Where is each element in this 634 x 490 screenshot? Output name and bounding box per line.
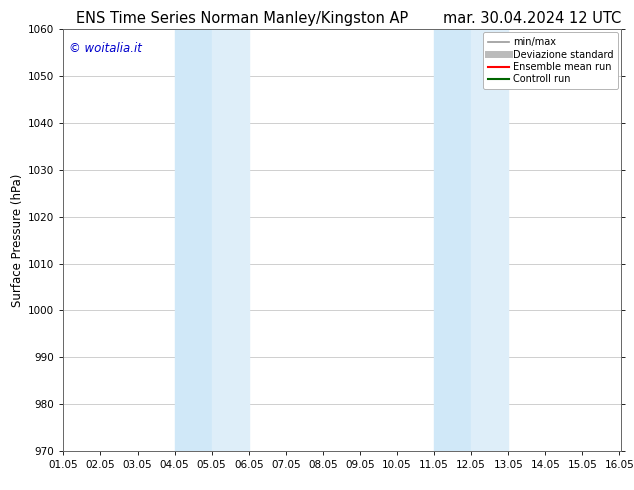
Text: ENS Time Series Norman Manley/Kingston AP: ENS Time Series Norman Manley/Kingston A… <box>76 11 408 26</box>
Text: mar. 30.04.2024 12 UTC: mar. 30.04.2024 12 UTC <box>443 11 621 26</box>
Bar <box>434 29 471 451</box>
Bar <box>471 29 508 451</box>
Legend: min/max, Deviazione standard, Ensemble mean run, Controll run: min/max, Deviazione standard, Ensemble m… <box>483 32 618 89</box>
Y-axis label: Surface Pressure (hPa): Surface Pressure (hPa) <box>11 173 24 307</box>
Bar <box>212 29 249 451</box>
Bar <box>174 29 212 451</box>
Text: © woitalia.it: © woitalia.it <box>69 42 142 55</box>
